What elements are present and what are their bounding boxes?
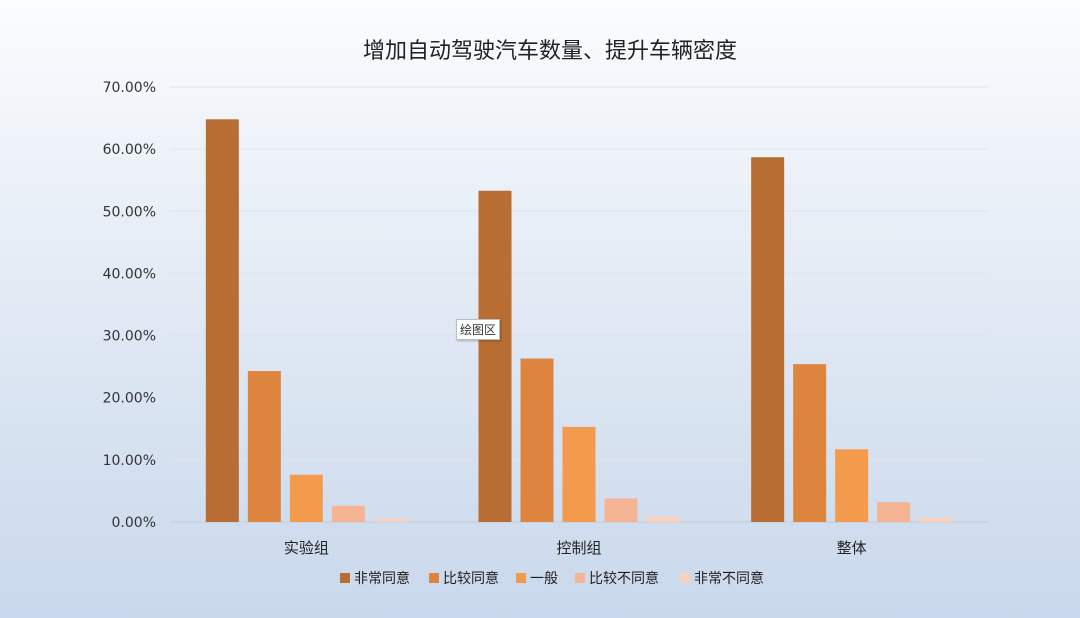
bar [835, 449, 869, 522]
y-tick-label: 30.00% [103, 329, 156, 345]
legend-label: 比较同意 [443, 570, 499, 587]
bar [478, 190, 512, 522]
plot-area-tooltip: 绘图区 [456, 319, 501, 340]
bar [373, 518, 407, 522]
bar [289, 474, 323, 522]
legend-label: 非常同意 [354, 570, 410, 587]
bar [793, 364, 827, 522]
y-tick-label: 40.00% [103, 266, 156, 282]
x-axis-categories: 实验组 控制组 整体 [284, 539, 867, 557]
x-category-label: 整体 [837, 539, 867, 557]
y-tick-label: 60.00% [103, 142, 156, 158]
x-category-label: 实验组 [284, 539, 329, 557]
y-tick-label: 70.00% [103, 80, 156, 96]
y-axis-ticks: 0.00% 10.00% 20.00% 30.00% 40.00% 50.00% 60.00… [103, 80, 156, 531]
bar [877, 502, 911, 522]
y-tick-label: 20.00% [103, 391, 156, 407]
chart-title: 增加自动驾驶汽车数量、提升车辆密度 [363, 39, 737, 64]
bar [919, 517, 953, 522]
bar [520, 358, 554, 522]
legend-swatch [516, 573, 526, 583]
y-tick-label: 0.00% [112, 515, 156, 531]
bar [604, 498, 638, 522]
legend-label: 一般 [530, 571, 558, 587]
bar [331, 505, 365, 522]
legend: 非常同意 比较同意 一般 比较不同意 非常不同意 [340, 570, 764, 587]
bar [646, 516, 680, 522]
bar [751, 157, 785, 522]
legend-swatch [340, 573, 350, 583]
y-tick-label: 50.00% [103, 204, 156, 220]
x-category-label: 控制组 [556, 539, 601, 557]
grid-layer [170, 86, 988, 523]
y-tick-label: 10.00% [103, 453, 156, 469]
legend-swatch [429, 573, 439, 583]
legend-label: 比较不同意 [589, 570, 659, 587]
bar [205, 119, 239, 523]
legend-label: 非常不同意 [694, 570, 764, 587]
legend-swatch [680, 573, 690, 583]
bar-layer [205, 119, 953, 523]
bar [247, 370, 281, 522]
bar [562, 426, 596, 522]
legend-swatch [575, 573, 585, 583]
